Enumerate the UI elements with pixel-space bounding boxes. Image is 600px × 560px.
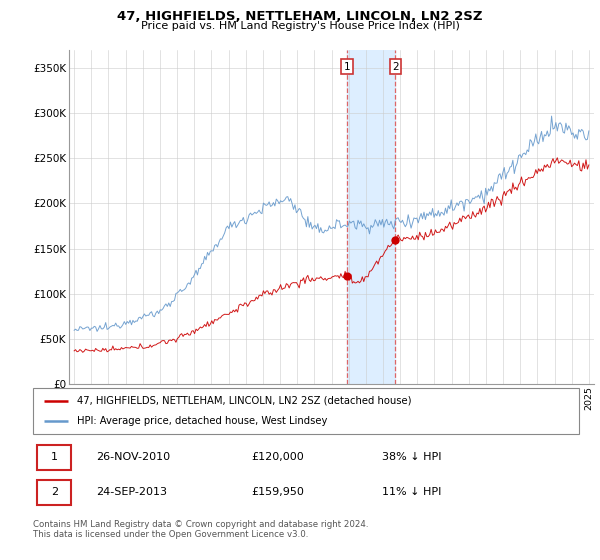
FancyBboxPatch shape — [37, 479, 71, 505]
Text: 47, HIGHFIELDS, NETTLEHAM, LINCOLN, LN2 2SZ (detached house): 47, HIGHFIELDS, NETTLEHAM, LINCOLN, LN2 … — [77, 396, 411, 406]
FancyBboxPatch shape — [37, 445, 71, 470]
Text: Contains HM Land Registry data © Crown copyright and database right 2024.
This d: Contains HM Land Registry data © Crown c… — [33, 520, 368, 539]
Text: HPI: Average price, detached house, West Lindsey: HPI: Average price, detached house, West… — [77, 416, 327, 426]
Text: 26-NOV-2010: 26-NOV-2010 — [96, 452, 170, 462]
Text: 24-SEP-2013: 24-SEP-2013 — [96, 487, 167, 497]
FancyBboxPatch shape — [33, 388, 579, 434]
Bar — [347, 50, 395, 384]
Text: Price paid vs. HM Land Registry's House Price Index (HPI): Price paid vs. HM Land Registry's House … — [140, 21, 460, 31]
Text: £159,950: £159,950 — [251, 487, 304, 497]
Text: 47, HIGHFIELDS, NETTLEHAM, LINCOLN, LN2 2SZ: 47, HIGHFIELDS, NETTLEHAM, LINCOLN, LN2 … — [117, 10, 483, 23]
Text: 1: 1 — [51, 452, 58, 462]
Text: 38% ↓ HPI: 38% ↓ HPI — [382, 452, 442, 462]
Text: 2: 2 — [51, 487, 58, 497]
Text: 1: 1 — [344, 62, 350, 72]
Text: £120,000: £120,000 — [251, 452, 304, 462]
Text: 2: 2 — [392, 62, 399, 72]
Text: 11% ↓ HPI: 11% ↓ HPI — [382, 487, 442, 497]
